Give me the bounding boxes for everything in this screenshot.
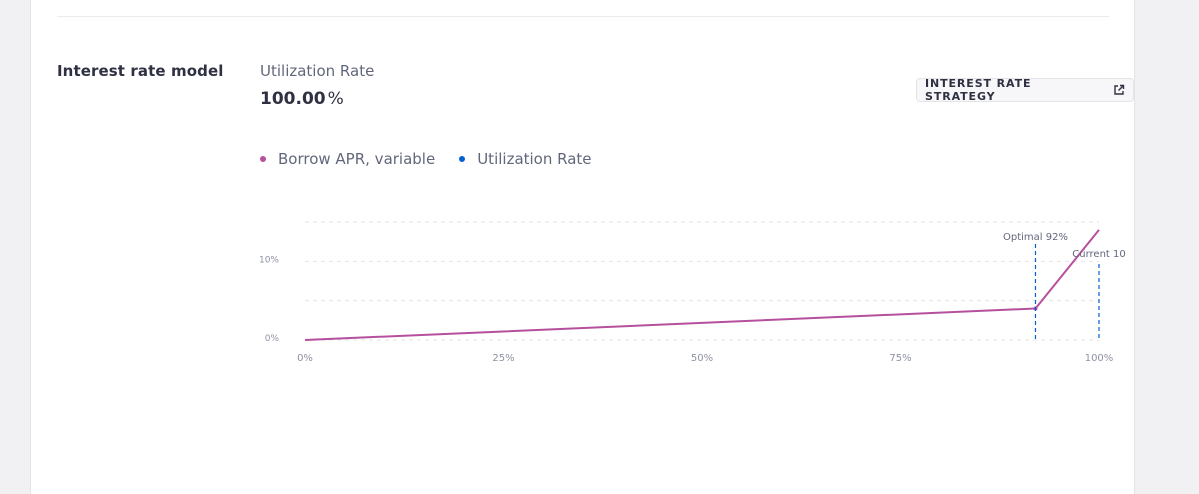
borrow-apr-line <box>304 229 1100 341</box>
legend-dot-borrow-apr <box>260 156 266 162</box>
chart-x-ticks: 0% 25% 50% 75% 100% <box>297 353 1113 364</box>
x-tick-label: 100% <box>1085 353 1114 364</box>
utilization-rate-number: 100.00 <box>260 89 326 109</box>
external-link-icon <box>1113 84 1125 96</box>
legend-label-borrow-apr: Borrow APR, variable <box>278 150 436 168</box>
section-title: Interest rate model <box>57 62 224 80</box>
interest-rate-strategy-button[interactable]: INTEREST RATE STRATEGY <box>916 77 1134 103</box>
x-tick-label: 25% <box>492 353 514 364</box>
x-tick-label: 0% <box>297 353 313 364</box>
section-divider <box>57 16 1109 17</box>
x-tick-label: 50% <box>691 353 713 364</box>
chart-y-ticks: 0% 10% <box>259 255 279 344</box>
current-marker-label: Current 10 <box>1072 249 1125 260</box>
chart-series <box>304 229 1100 341</box>
utilization-rate-unit: % <box>327 89 344 109</box>
chart-annotations: Optimal 92% Current 10 <box>1003 232 1126 340</box>
legend-label-utilization-rate: Utilization Rate <box>477 150 592 168</box>
chart-legend: Borrow APR, variable Utilization Rate <box>260 150 592 168</box>
utilization-rate-value: 100.00% <box>260 89 344 109</box>
legend-item-utilization-rate[interactable]: Utilization Rate <box>459 150 592 168</box>
interest-rate-card: Interest rate model Utilization Rate 100… <box>30 0 1135 494</box>
y-tick-label: 0% <box>265 334 280 344</box>
x-tick-label: 75% <box>889 353 911 364</box>
legend-item-borrow-apr[interactable]: Borrow APR, variable <box>260 150 435 168</box>
optimal-marker-label: Optimal 92% <box>1003 232 1068 243</box>
legend-dot-utilization-rate <box>459 156 466 162</box>
y-tick-label: 10% <box>259 255 279 265</box>
interest-rate-strategy-label: INTEREST RATE STRATEGY <box>925 77 1032 103</box>
interest-rate-chart: 0% 10% 0% 25% 50% 75% 100% Optimal 92% Current… <box>259 221 1126 364</box>
utilization-rate-label: Utilization Rate <box>260 62 375 80</box>
